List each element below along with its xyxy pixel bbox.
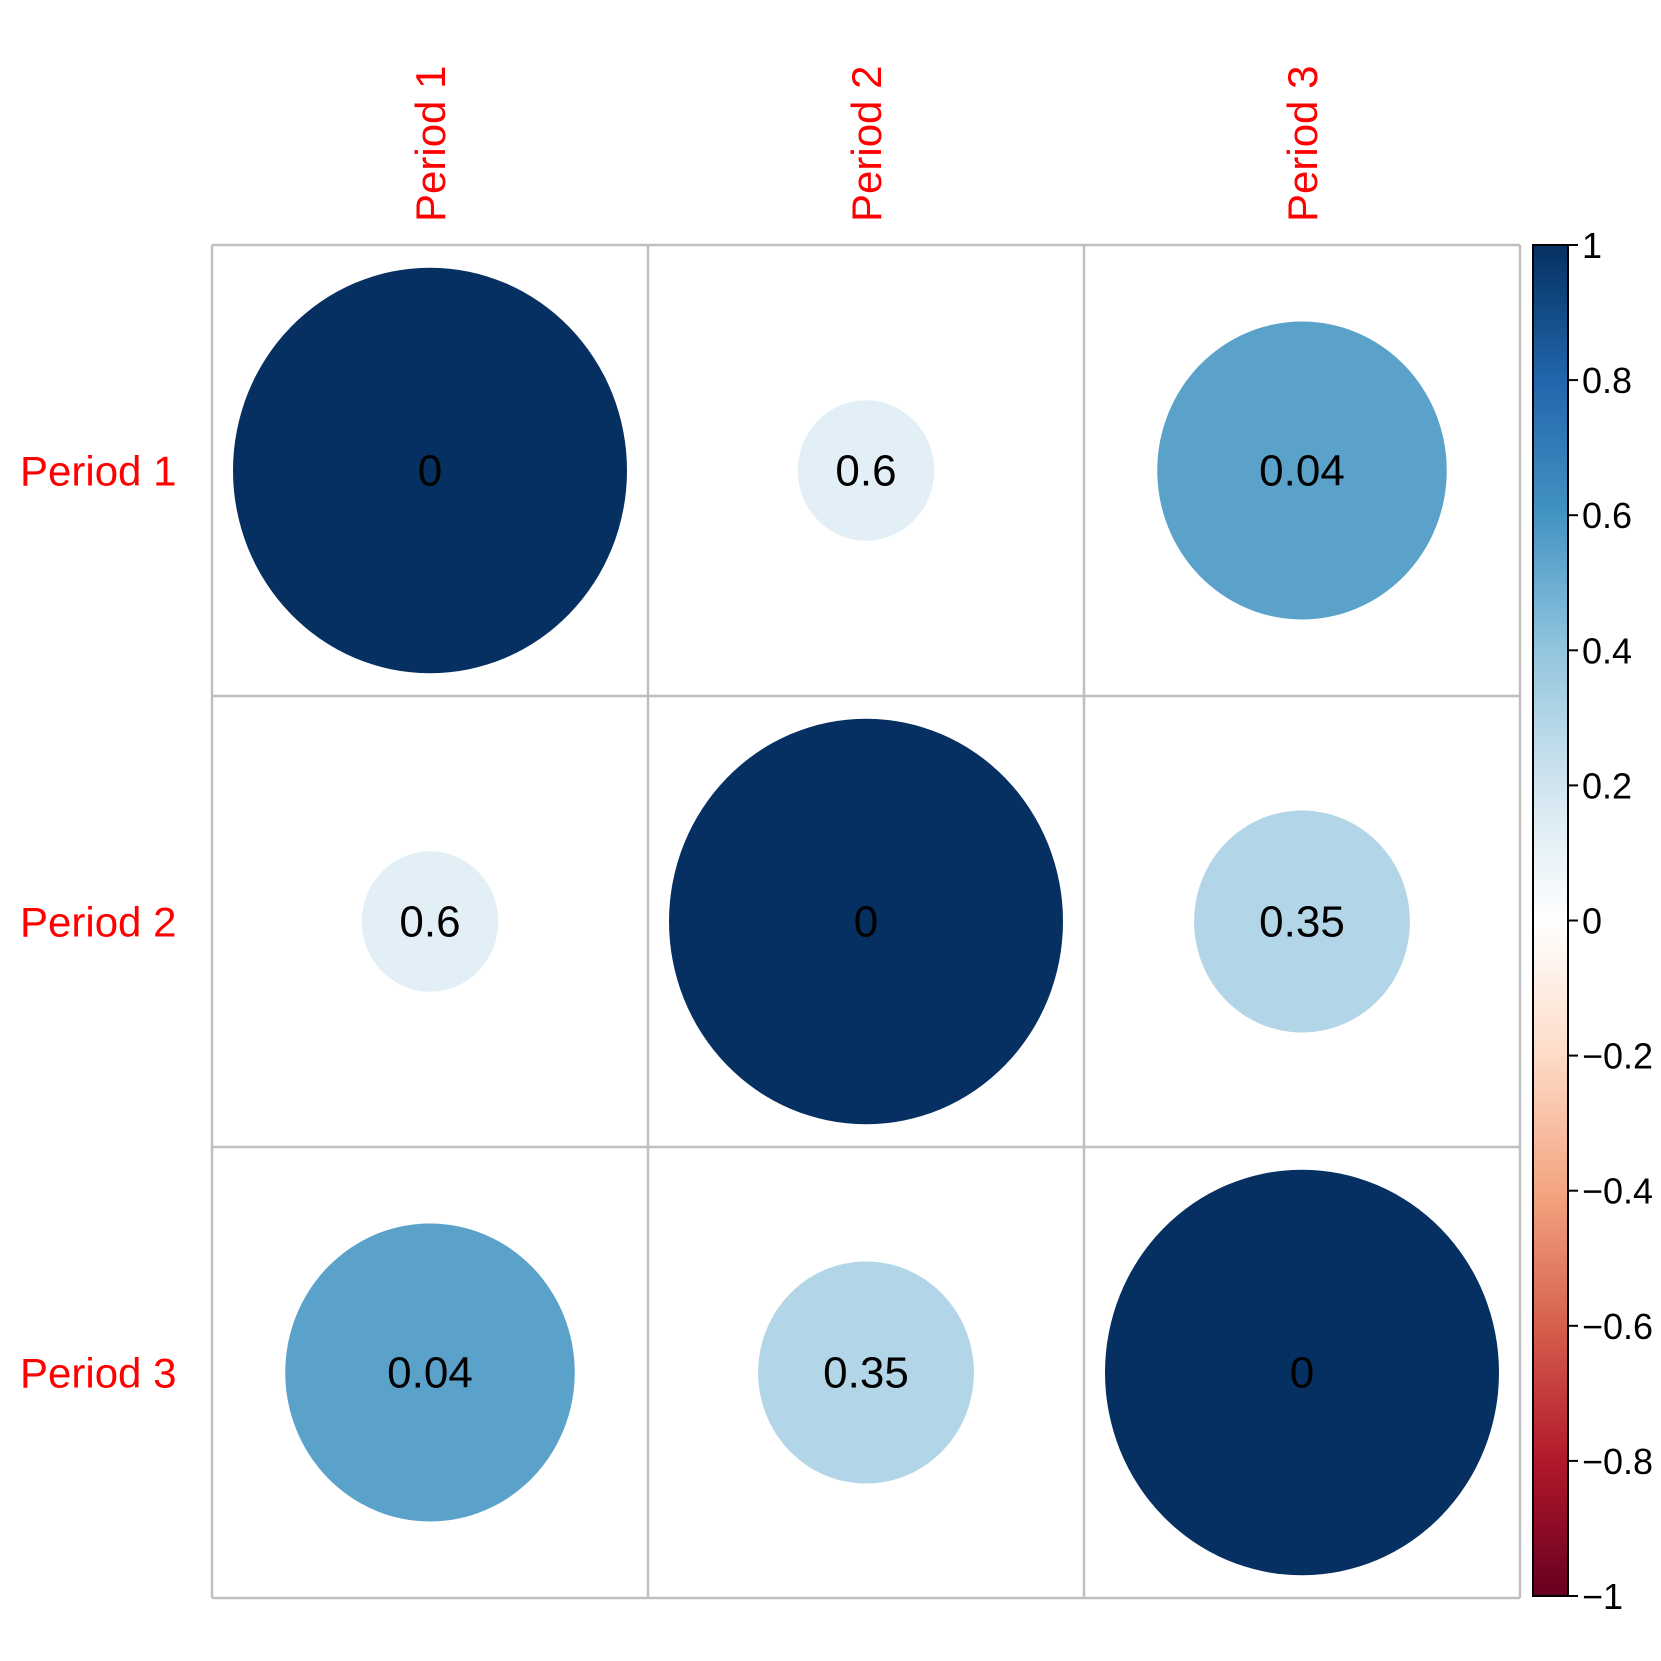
correlation-circle (669, 718, 1063, 1125)
colorbar-tick-label: −0.2 (1582, 1036, 1653, 1077)
correlation-circle (758, 1261, 974, 1484)
grid-layer (210, 243, 1522, 1600)
cell-value-label: 0.04 (387, 1349, 473, 1398)
colorbar: 1 0.8 0.6 0.4 0.2 0 −0.2 −0.4 −0.6 −0.8 −1 (1532, 225, 1653, 1617)
cell-label-layer: 0 0.6 0.04 0.6 0 0.35 0.04 0.35 0 (387, 447, 1345, 1398)
correlation-circle (233, 267, 627, 674)
correlation-circle (797, 400, 935, 541)
cell-value-label: 0.35 (823, 1349, 909, 1398)
colorbar-tick-label: 0.8 (1582, 360, 1632, 401)
cell-value-label: 0 (418, 447, 442, 496)
colorbar-tick-label: 0.2 (1582, 765, 1632, 806)
column-label: Period 1 (407, 66, 454, 222)
correlation-circle (1105, 1169, 1499, 1576)
column-label: Period 3 (1279, 66, 1326, 222)
correlation-circle (1194, 810, 1410, 1033)
colorbar-tick-label: −0.6 (1582, 1306, 1653, 1347)
colorbar-tick-label: −1 (1582, 1576, 1623, 1617)
colorbar-tick-label: −0.8 (1582, 1441, 1653, 1482)
column-label: Period 2 (843, 66, 890, 222)
colorbar-tick-label: 0.6 (1582, 495, 1632, 536)
cell-value-label: 0 (854, 898, 878, 947)
colorbar-tick-label: 0.4 (1582, 630, 1632, 671)
cell-value-label: 0.04 (1259, 447, 1345, 496)
row-label: Period 3 (20, 1350, 176, 1397)
cell-value-label: 0.6 (835, 447, 896, 496)
cell-value-label: 0.35 (1259, 898, 1345, 947)
cell-value-label: 0 (1290, 1349, 1314, 1398)
correlation-circle (285, 1223, 575, 1522)
row-label: Period 1 (20, 448, 176, 495)
row-label: Period 2 (20, 899, 176, 946)
circle-layer (233, 267, 1499, 1576)
colorbar-tick-label: −0.4 (1582, 1171, 1653, 1212)
cell-value-label: 0.6 (399, 898, 460, 947)
correlation-circle (361, 851, 499, 992)
colorbar-tick-label: 0 (1582, 901, 1602, 942)
colorbar-tick-label: 1 (1582, 225, 1602, 266)
axis-label-layer: Period 1 Period 2 Period 3 Period 1 Period 2… (20, 66, 1326, 1397)
colorbar-gradient (1532, 244, 1569, 1597)
correlation-circle (1157, 321, 1447, 620)
